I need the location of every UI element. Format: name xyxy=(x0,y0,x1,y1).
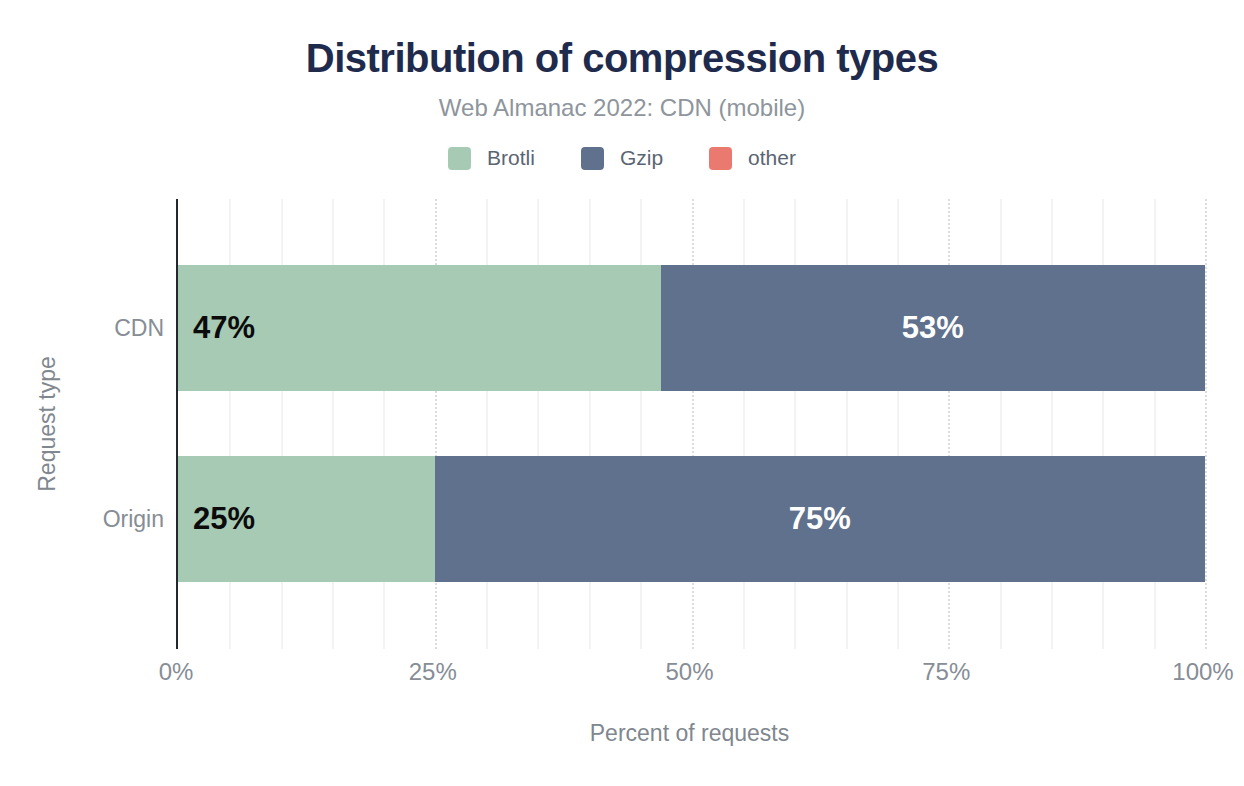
category-label-origin: Origin xyxy=(0,506,164,533)
category-label-cdn: CDN xyxy=(0,315,164,342)
x-axis-title: Percent of requests xyxy=(176,720,1203,747)
bar-value-label: 53% xyxy=(902,310,964,346)
grid-line xyxy=(1205,199,1207,649)
x-tick-label: 25% xyxy=(409,658,457,686)
legend: Brotli Gzip other xyxy=(0,146,1244,170)
chart-figure: Distribution of compression types Web Al… xyxy=(0,0,1244,786)
bar-value-label: 25% xyxy=(193,501,255,537)
bar-segment-gzip-origin: 75% xyxy=(435,456,1205,582)
x-tick-label: 75% xyxy=(922,658,970,686)
bar-row-cdn: 47% 53% xyxy=(178,265,1205,391)
chart-subtitle: Web Almanac 2022: CDN (mobile) xyxy=(0,94,1244,122)
bar-segment-brotli-cdn: 47% xyxy=(178,265,661,391)
bar-segment-brotli-origin: 25% xyxy=(178,456,435,582)
legend-item-brotli[interactable]: Brotli xyxy=(448,146,535,170)
plot-area: 47% 53% 25% 75% xyxy=(176,199,1205,649)
legend-item-other[interactable]: other xyxy=(709,146,796,170)
legend-swatch-brotli-icon xyxy=(448,147,471,170)
legend-item-gzip[interactable]: Gzip xyxy=(581,146,663,170)
x-tick-label: 100% xyxy=(1172,658,1233,686)
legend-label: Brotli xyxy=(487,146,535,170)
bar-value-label: 75% xyxy=(789,501,851,537)
legend-swatch-gzip-icon xyxy=(581,147,604,170)
x-tick-label: 0% xyxy=(159,658,194,686)
bar-segment-gzip-cdn: 53% xyxy=(661,265,1205,391)
chart-title: Distribution of compression types xyxy=(0,36,1244,81)
legend-label: other xyxy=(748,146,796,170)
x-tick-label: 50% xyxy=(665,658,713,686)
bar-value-label: 47% xyxy=(193,310,255,346)
legend-swatch-other-icon xyxy=(709,147,732,170)
bar-row-origin: 25% 75% xyxy=(178,456,1205,582)
y-axis-title: Request type xyxy=(34,356,61,492)
legend-label: Gzip xyxy=(620,146,663,170)
